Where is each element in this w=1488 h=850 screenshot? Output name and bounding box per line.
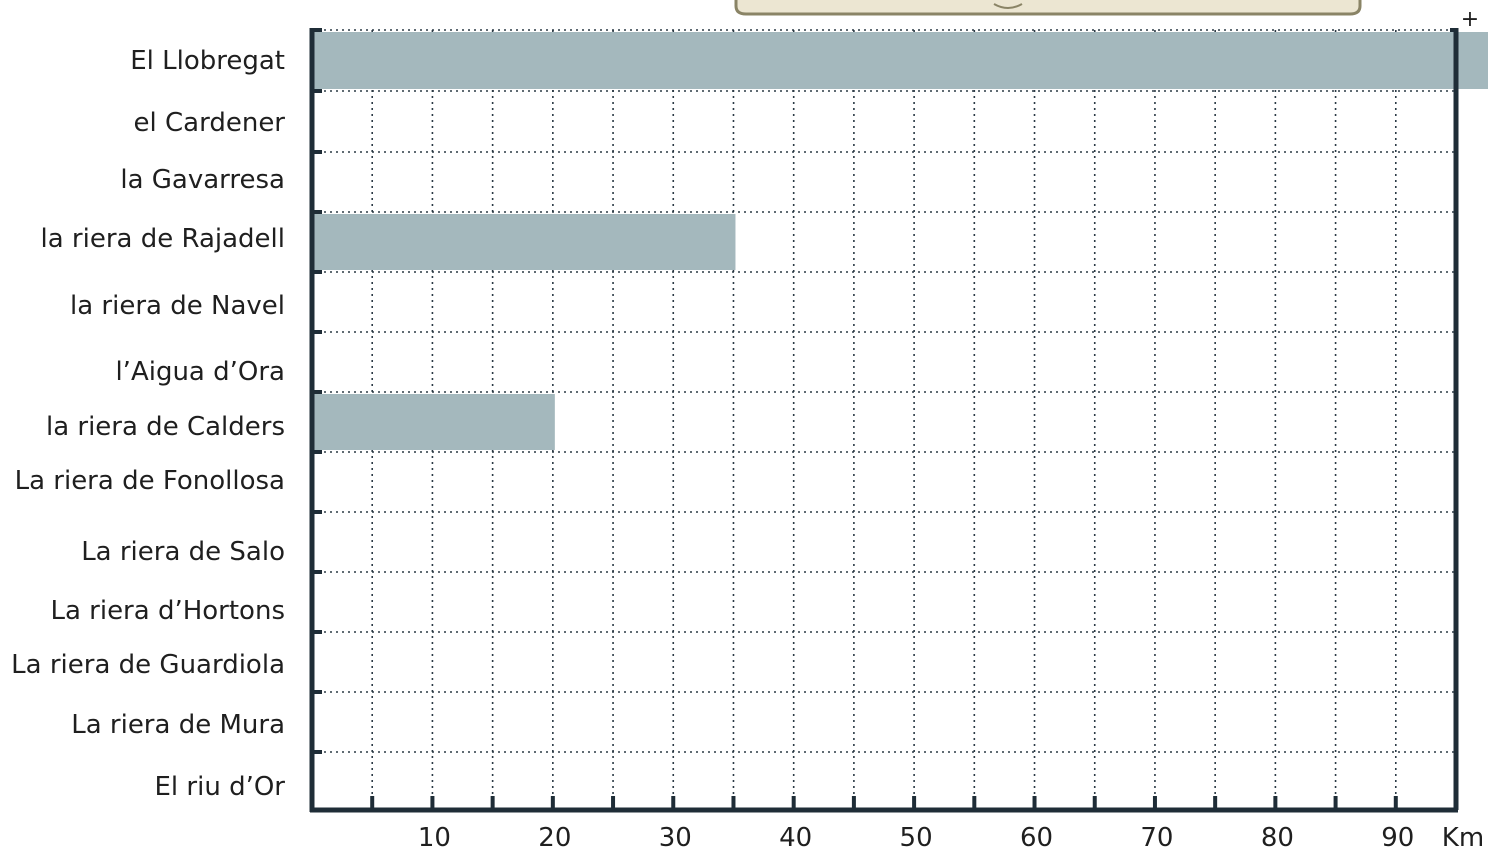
x-axis-unit-label: Km [1442, 823, 1484, 850]
top-panel-tab[interactable] [734, 0, 1362, 16]
bar [314, 394, 555, 450]
x-tick-label: 30 [659, 823, 692, 850]
category-label: el Cardener [134, 108, 286, 138]
bar [314, 214, 736, 270]
x-tick-label: 90 [1381, 823, 1414, 850]
category-label: l’Aigua d’Ora [115, 357, 285, 387]
category-label: La riera de Fonollosa [15, 466, 285, 496]
category-label: la riera de Navel [70, 291, 285, 321]
axis-end-plus-marker: + [1461, 7, 1479, 32]
axes [309, 28, 1459, 813]
category-label: La riera de Salo [81, 537, 285, 567]
x-tick-label: 20 [538, 823, 571, 850]
category-label: la Gavarresa [120, 165, 285, 195]
category-label: El riu d’Or [155, 772, 286, 802]
category-label: la riera de Calders [46, 412, 285, 442]
category-label: La riera de Guardiola [11, 650, 285, 680]
bars [314, 32, 1488, 450]
bar [314, 32, 1488, 89]
x-tick-label: 80 [1261, 823, 1294, 850]
x-tick-label: 10 [418, 823, 451, 850]
x-tick-label: 60 [1020, 823, 1053, 850]
x-tick-label: 50 [900, 823, 933, 850]
category-label: La riera d’Hortons [50, 596, 285, 626]
category-label: El Llobregat [130, 46, 285, 76]
x-tick-label: 40 [779, 823, 812, 850]
labels: El Llobregat el Cardener la Gavarresa la ri… [11, 46, 1414, 850]
category-label: la riera de Rajadell [40, 224, 285, 254]
top-panel-tab-icon [993, 3, 1023, 9]
category-label: La riera de Mura [71, 710, 285, 740]
x-tick-label: 70 [1140, 823, 1173, 850]
